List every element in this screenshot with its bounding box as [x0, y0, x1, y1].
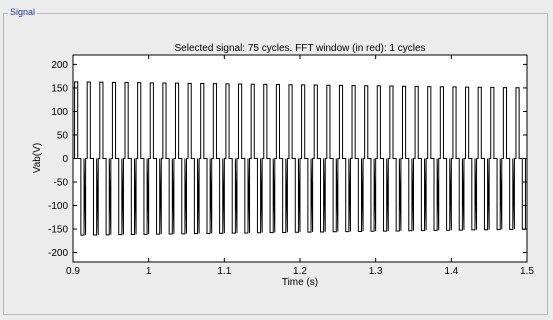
plot-frame	[72, 54, 528, 263]
y-tick-label: -100	[48, 201, 68, 212]
y-tick-label: -200	[48, 248, 68, 259]
y-tick-label: -150	[48, 225, 68, 236]
chart-title: Selected signal: 75 cycles. FFT window (…	[174, 43, 425, 54]
y-tick-label: 200	[51, 60, 68, 71]
x-tick-label: 1	[146, 266, 152, 277]
waveform-series	[73, 81, 526, 236]
y-tick-label: 100	[51, 107, 68, 118]
x-tick-label: 1.3	[369, 266, 383, 277]
y-tick-label: 150	[51, 83, 68, 94]
y-axis-label: Vab(V)	[32, 143, 43, 173]
x-tick-label: 1.5	[520, 266, 534, 277]
waveform-line	[73, 81, 526, 236]
signal-panel	[3, 13, 548, 315]
y-tick-label: -50	[54, 178, 69, 189]
x-tick-label: 0.9	[66, 266, 80, 277]
signal-panel-title: Signal	[8, 6, 38, 18]
x-tick-label: 1.1	[217, 266, 231, 277]
x-tick-label: 1.4	[444, 266, 458, 277]
x-tick-label: 1.2	[293, 266, 307, 277]
x-axis-label: Time (s)	[282, 277, 318, 288]
y-tick-label: 0	[62, 154, 68, 165]
y-tick-label: 50	[57, 130, 69, 141]
